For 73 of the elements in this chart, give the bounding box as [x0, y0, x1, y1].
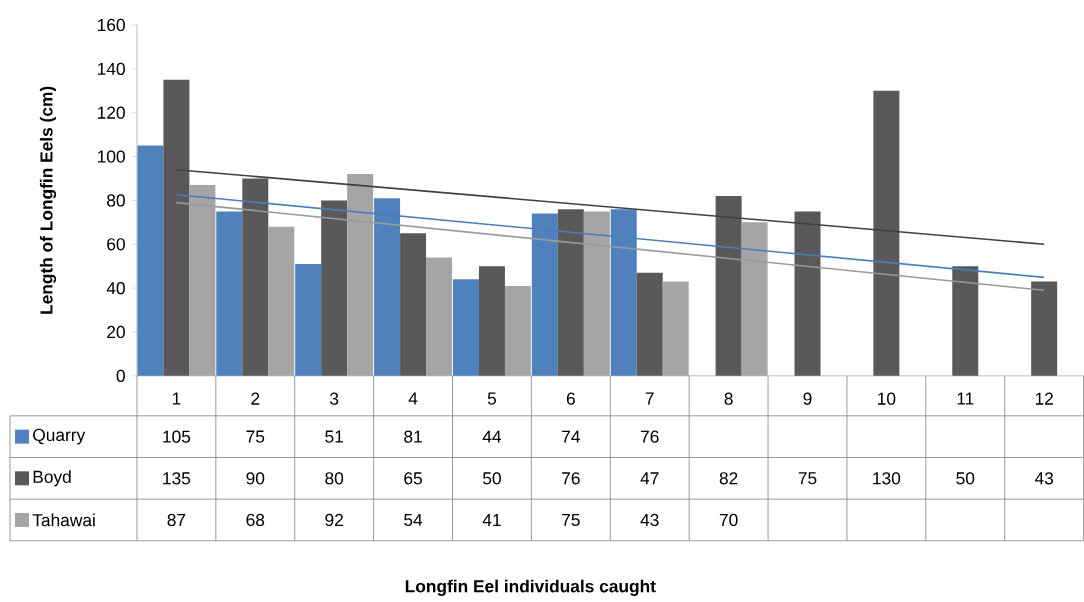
y-tick-label: 80 — [107, 194, 125, 207]
bar — [952, 266, 979, 377]
x-tick-label: 2 — [251, 392, 260, 405]
data-label: 68 — [246, 514, 265, 527]
bar — [137, 145, 164, 377]
x-tick-label: 11 — [957, 392, 974, 405]
data-label: 80 — [325, 472, 344, 485]
y-tick-label: 160 — [97, 19, 125, 32]
x-tick-label: 5 — [487, 392, 497, 405]
data-label: 76 — [562, 472, 580, 485]
data-label: 75 — [246, 430, 265, 443]
y-tick-label: 100 — [97, 150, 125, 163]
bar — [715, 196, 742, 377]
data-label: 135 — [163, 472, 191, 485]
x-tick-label: 10 — [878, 392, 896, 405]
legend-label: Boyd — [33, 470, 71, 487]
data-label: 43 — [640, 514, 659, 527]
bar — [794, 211, 821, 377]
data-label: 75 — [798, 472, 817, 485]
text: Longfin Eel individuals caught — [405, 579, 656, 597]
bar — [268, 226, 295, 377]
y-tick-label: 140 — [97, 62, 125, 76]
data-label: 81 — [404, 430, 422, 443]
legend-label: Tahawai — [32, 513, 95, 527]
data-label: 92 — [325, 514, 343, 527]
x-tick-label: 9 — [803, 392, 812, 405]
x-tick-label: 3 — [330, 392, 339, 405]
y-tick-label: 60 — [107, 238, 125, 251]
data-label: 87 — [167, 514, 186, 527]
x-tick-label: 6 — [566, 392, 575, 405]
bar — [295, 264, 322, 377]
bar — [873, 90, 900, 377]
x-tick-label: 1 — [172, 392, 181, 405]
data-label: 51 — [325, 430, 343, 443]
data-label: 75 — [562, 514, 580, 527]
data-label: 130 — [873, 472, 901, 485]
data-label: 70 — [719, 514, 738, 527]
bar — [321, 200, 348, 377]
bar — [452, 279, 479, 377]
y-axis-title: Length of Longfin Eels (cm) — [39, 86, 57, 314]
data-label: 43 — [1034, 472, 1054, 485]
data-label: 50 — [956, 472, 975, 485]
x-tick-label: 12 — [1035, 392, 1053, 405]
bar — [216, 211, 243, 377]
data-label: 105 — [163, 430, 191, 443]
data-label: 47 — [640, 472, 659, 485]
legend-label: Quarry — [33, 428, 86, 445]
bar — [504, 286, 531, 377]
data-label: 74 — [562, 430, 580, 443]
data-label: 50 — [483, 472, 501, 485]
data-label: 82 — [719, 472, 738, 485]
bar — [636, 272, 663, 377]
bar — [242, 178, 269, 377]
y-tick-label: 20 — [107, 326, 125, 339]
bar — [662, 281, 689, 377]
x-tick-label: 8 — [724, 392, 733, 405]
y-tick-label: 0 — [116, 369, 125, 383]
data-label: 44 — [482, 430, 502, 443]
data-label: 76 — [640, 430, 659, 443]
data-label: 54 — [404, 514, 423, 527]
x-tick-label: 7 — [645, 392, 654, 405]
y-tick-label: 40 — [106, 282, 125, 295]
data-label: 90 — [246, 472, 265, 485]
bar — [400, 233, 427, 377]
x-tick-label: 4 — [408, 392, 418, 405]
data-label: 65 — [404, 472, 422, 485]
y-tick-label: 120 — [97, 106, 125, 119]
bar — [478, 266, 505, 377]
data-label: 41 — [482, 514, 501, 527]
bar — [163, 79, 190, 377]
bar — [426, 257, 453, 377]
bar — [1031, 281, 1058, 377]
bar — [557, 209, 584, 377]
